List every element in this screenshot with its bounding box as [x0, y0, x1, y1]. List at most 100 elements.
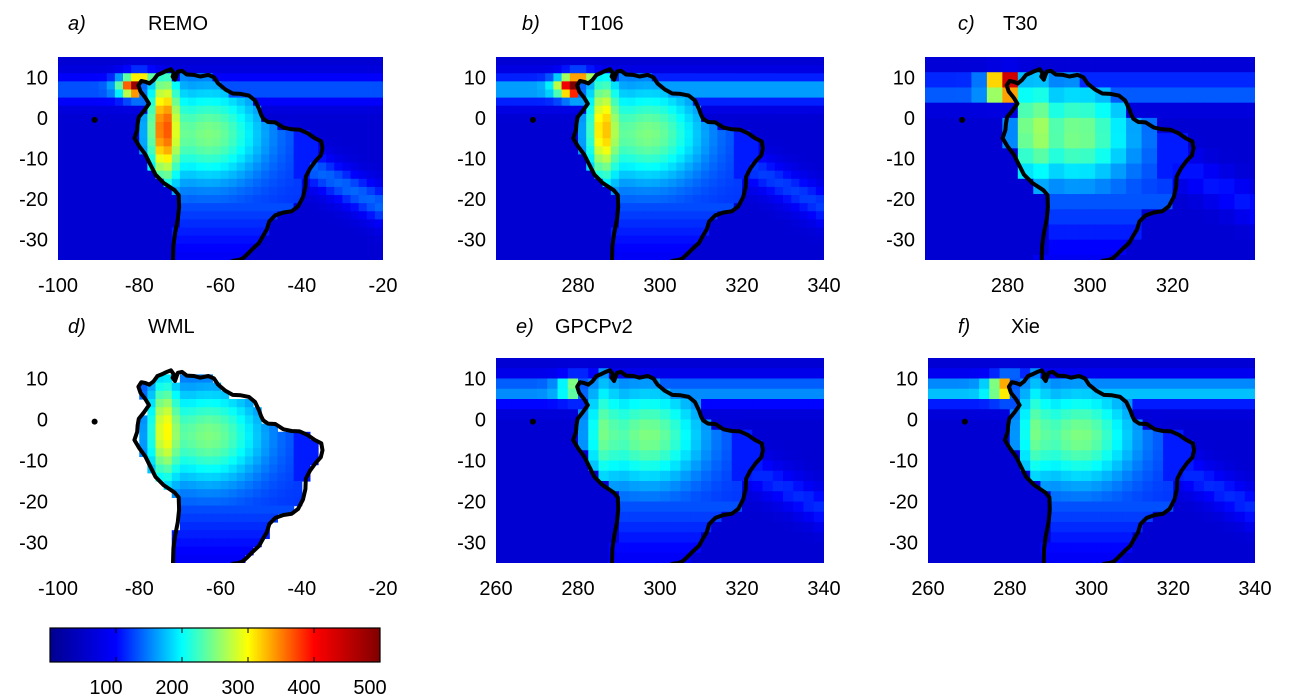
y-tick-label: 10 [464, 67, 486, 89]
x-tick-label: 280 [993, 578, 1026, 600]
x-tick-label: 280 [561, 275, 594, 297]
coastline-east [147, 67, 325, 260]
island-marker [91, 116, 98, 123]
x-tick-label: -100 [38, 275, 78, 297]
panel-title: T106 [578, 13, 624, 35]
heatmap-field [925, 57, 1255, 260]
y-tick-label: 10 [896, 369, 918, 391]
y-tick-label: 0 [475, 108, 486, 130]
y-tick-label: 10 [893, 67, 915, 89]
coastline-east [586, 368, 765, 563]
coastline-west [132, 79, 182, 260]
coastline-south [670, 258, 681, 260]
x-tick-label: 340 [807, 578, 840, 600]
panel-label: d) [68, 316, 86, 338]
heatmap-field [58, 358, 383, 563]
y-tick-label: 10 [26, 369, 48, 391]
coastline-east [147, 368, 325, 563]
heatmap-field [928, 358, 1255, 563]
y-tick-label: 10 [464, 369, 486, 391]
colorbar-tick-label: 300 [221, 677, 254, 697]
panel-a: a) REMO -100 -80 -60 -40 -20 10 0 -10 -20 -30 [19, 13, 397, 297]
y-tick-label: -20 [19, 189, 48, 211]
x-tick-label: 280 [561, 578, 594, 600]
coastline-west [1000, 79, 1050, 260]
island-marker [961, 418, 968, 425]
panel-title: GPCPv2 [555, 316, 633, 338]
x-tick-label: -60 [206, 578, 235, 600]
island-marker [529, 418, 536, 425]
colorbar-tick-label: 400 [287, 677, 320, 697]
coastline-south [1101, 561, 1112, 563]
x-tick-label: -100 [38, 578, 78, 600]
coastline-west [571, 380, 621, 563]
x-tick-label: 300 [643, 578, 676, 600]
coastline-south [230, 258, 241, 260]
y-tick-label: -10 [19, 149, 48, 171]
x-tick-label: -40 [287, 275, 316, 297]
coastline-east [1015, 67, 1196, 260]
x-tick-label: 260 [479, 578, 512, 600]
y-tick-label: -10 [19, 451, 48, 473]
x-tick-label: -80 [125, 578, 154, 600]
colorbar-gradient [49, 627, 381, 663]
panel-title: WML [148, 316, 195, 338]
x-tick-label: 320 [725, 578, 758, 600]
colorbar-tick-label: 500 [353, 677, 386, 697]
y-tick-label: 0 [37, 108, 48, 130]
x-tick-label: 340 [1238, 578, 1271, 600]
x-tick-label: 320 [1156, 275, 1189, 297]
coastline-south [230, 561, 241, 563]
panel-label: c) [958, 13, 975, 35]
y-tick-label: -10 [457, 451, 486, 473]
panel-title: T30 [1003, 13, 1037, 35]
y-tick-label: -30 [19, 533, 48, 555]
colorbar-tick-label: 200 [155, 677, 188, 697]
y-tick-label: 0 [37, 410, 48, 432]
panel-d: d) WML -100 -80 -60 -40 -20 10 0 -10 -20 -30 [19, 316, 397, 600]
y-tick-label: -30 [19, 230, 48, 252]
heatmap-field [496, 358, 824, 563]
x-tick-label: 300 [643, 275, 676, 297]
y-tick-label: 0 [475, 410, 486, 432]
coastline-east [1018, 368, 1197, 563]
coastline-west [571, 79, 621, 260]
panel-f: f) Xie 260 280 300 320 340 10 0 -10 -20 -30 [889, 316, 1272, 600]
island-marker [959, 116, 966, 123]
colorbar-tick-label: 100 [89, 677, 122, 697]
heatmap-field [58, 57, 383, 260]
x-tick-label: 300 [1073, 275, 1106, 297]
y-tick-label: -30 [886, 230, 915, 252]
island-marker [529, 116, 536, 123]
panel-label: a) [68, 13, 86, 35]
y-tick-label: 10 [26, 67, 48, 89]
x-tick-label: -60 [206, 275, 235, 297]
panel-c: c) T30 280 300 320 10 0 -10 -20 -30 [886, 13, 1255, 297]
x-tick-label: -40 [287, 578, 316, 600]
heatmap-field [496, 57, 824, 260]
coastline-east [586, 67, 765, 260]
coastline-south [1100, 258, 1111, 260]
y-tick-label: -20 [457, 189, 486, 211]
panel-label: e) [516, 316, 534, 338]
y-tick-label: -10 [457, 149, 486, 171]
x-tick-label: 280 [991, 275, 1024, 297]
panel-label: f) [958, 316, 970, 338]
x-tick-label: 300 [1075, 578, 1108, 600]
panel-title: REMO [148, 13, 208, 35]
y-tick-label: -10 [889, 451, 918, 473]
y-tick-label: 0 [904, 108, 915, 130]
y-tick-label: -10 [886, 149, 915, 171]
y-tick-label: -20 [457, 492, 486, 514]
x-tick-label: -80 [125, 275, 154, 297]
island-marker [91, 418, 98, 425]
panel-b: b) T106 280 300 320 340 10 0 -10 -20 -30 [457, 13, 841, 297]
y-tick-label: -20 [19, 492, 48, 514]
coastline-west [132, 380, 182, 563]
y-tick-label: -20 [889, 492, 918, 514]
x-tick-label: -20 [369, 275, 398, 297]
y-tick-label: -30 [889, 533, 918, 555]
x-tick-label: -20 [369, 578, 398, 600]
colorbar: 100 200 300 400 500 [49, 627, 387, 697]
